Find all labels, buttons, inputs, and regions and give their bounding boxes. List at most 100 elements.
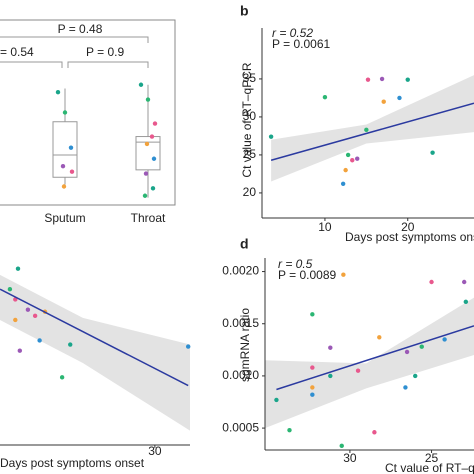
point (328, 373, 333, 379)
bracket (67, 61, 149, 68)
point (55, 89, 61, 95)
stat-text: P = 0.0089 (278, 268, 336, 282)
p-value: P = 0.9 (86, 45, 124, 59)
point (62, 110, 68, 115)
point (7, 287, 13, 292)
point (69, 169, 75, 174)
panel-label: b (240, 3, 249, 19)
x-tick-label: 20 (401, 220, 415, 234)
point (25, 307, 31, 312)
point (429, 279, 434, 285)
x-tick-label: Throat (131, 211, 166, 225)
point (145, 97, 151, 102)
x-axis-label: Days post symptoms onset (0, 456, 145, 470)
point (274, 397, 279, 403)
point (15, 266, 21, 271)
point (405, 77, 410, 82)
point (60, 163, 66, 169)
p-value: = 0.54 (0, 45, 34, 59)
point (328, 345, 333, 350)
point (345, 152, 351, 158)
point (143, 171, 149, 176)
x-tick-label: Sputum (44, 211, 85, 225)
point (37, 338, 42, 343)
point (350, 158, 355, 163)
point (377, 335, 382, 340)
point (355, 368, 361, 373)
point (17, 348, 23, 353)
point (68, 342, 73, 347)
y-tick-label: 0.0010 (222, 368, 259, 382)
point (355, 156, 360, 161)
confidence-band (265, 297, 474, 429)
confidence-band (271, 75, 474, 182)
y-tick-label: 0.0005 (222, 420, 259, 434)
bracket (0, 36, 149, 43)
point (430, 150, 435, 155)
point (310, 312, 315, 317)
stat-text: P = 0.0061 (272, 37, 330, 51)
point (13, 317, 18, 323)
point (32, 313, 38, 319)
x-tick-label: 30 (148, 444, 162, 458)
x-axis-label: Ct value of RT–qPCR (385, 461, 474, 474)
point (404, 349, 410, 355)
point (287, 427, 292, 433)
box (52, 121, 78, 178)
x-tick-label: 10 (318, 220, 332, 234)
point (185, 344, 191, 349)
point (138, 82, 144, 87)
box (135, 136, 161, 171)
panel-label: d (240, 236, 249, 252)
fit-line (276, 325, 474, 391)
bracket (0, 61, 63, 68)
point (268, 134, 274, 139)
point (61, 184, 67, 189)
point (379, 76, 385, 82)
p-value: P = 0.48 (58, 22, 103, 36)
point (462, 279, 467, 285)
y-tick-label: 25 (243, 147, 257, 161)
point (463, 299, 469, 305)
stat-text: r = 0.5 (278, 257, 313, 271)
stat-text: r = 0.52 (272, 26, 313, 40)
fit-line (270, 102, 474, 161)
point (310, 392, 315, 397)
point (339, 443, 344, 449)
x-tick-label: 25 (425, 451, 439, 465)
point (322, 94, 328, 100)
point (151, 156, 157, 161)
point (403, 385, 408, 390)
x-axis-label: Days post symptoms onset (345, 230, 474, 244)
point (310, 385, 315, 390)
point (144, 141, 150, 147)
point (340, 181, 346, 186)
y-tick-label: 0.0015 (222, 316, 259, 330)
point (365, 77, 371, 82)
y-tick-label: 35 (243, 71, 257, 85)
confidence-band (0, 274, 190, 431)
fit-line (0, 288, 189, 387)
y-tick-label: 20 (243, 185, 257, 199)
point (152, 121, 158, 126)
y-tick-label: 30 (243, 109, 257, 123)
point (364, 127, 369, 133)
point (142, 193, 148, 198)
point (343, 167, 348, 173)
x-tick-label: 30 (343, 451, 357, 465)
y-axis-label: Ct value of RT–qPCR (240, 62, 254, 177)
point (341, 272, 346, 277)
panel-frame (0, 19, 176, 206)
point (442, 337, 447, 342)
point (419, 344, 424, 349)
point (149, 134, 155, 139)
point (150, 186, 156, 191)
point (397, 95, 402, 101)
y-axis-label: sgmRNA ratio (238, 308, 252, 382)
point (310, 365, 315, 370)
y-tick-label: 0.0020 (222, 264, 259, 278)
point (413, 373, 418, 379)
point (372, 430, 377, 435)
point (59, 375, 65, 380)
